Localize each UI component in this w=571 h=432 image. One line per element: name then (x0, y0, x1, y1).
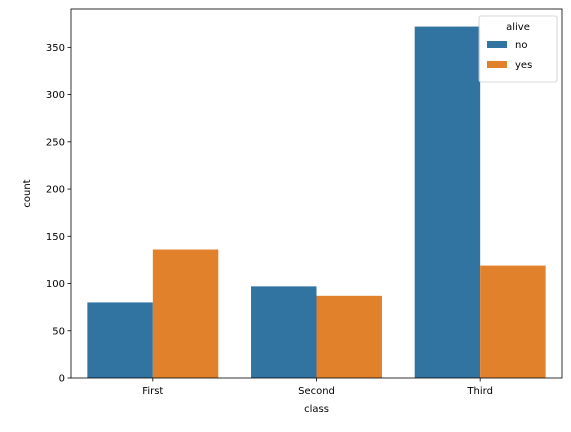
legend-label-no: no (515, 40, 527, 51)
bar-third-no (414, 26, 481, 378)
y-tick-label: 100 (46, 279, 65, 290)
y-tick-label: 0 (59, 374, 65, 385)
y-axis: 0 50 100 150 200 250 300 350 (46, 43, 71, 385)
bars-group (87, 26, 546, 378)
x-tick-label-second: Second (298, 386, 335, 397)
bar-third-yes (480, 265, 546, 378)
y-axis-label: count (22, 179, 33, 207)
x-tick-label-third: Third (466, 386, 493, 397)
y-tick-label: 150 (46, 232, 65, 243)
x-tick-label-first: First (142, 386, 163, 397)
bar-second-no (251, 286, 317, 378)
legend-swatch-no (487, 41, 507, 48)
y-tick-label: 250 (46, 137, 65, 148)
y-tick-label: 300 (46, 90, 65, 101)
bar-first-yes (152, 249, 219, 378)
legend-swatch-yes (487, 61, 507, 68)
y-tick-label: 350 (46, 43, 65, 54)
x-axis-label: class (304, 404, 329, 415)
bar-second-yes (316, 295, 382, 378)
legend-label-yes: yes (515, 60, 532, 71)
x-axis: First Second Third (142, 378, 493, 397)
y-tick-label: 50 (52, 326, 65, 337)
y-tick-label: 200 (46, 185, 65, 196)
bar-first-no (87, 302, 153, 378)
legend-title: alive (506, 22, 530, 33)
legend: alive no yes (478, 15, 558, 83)
